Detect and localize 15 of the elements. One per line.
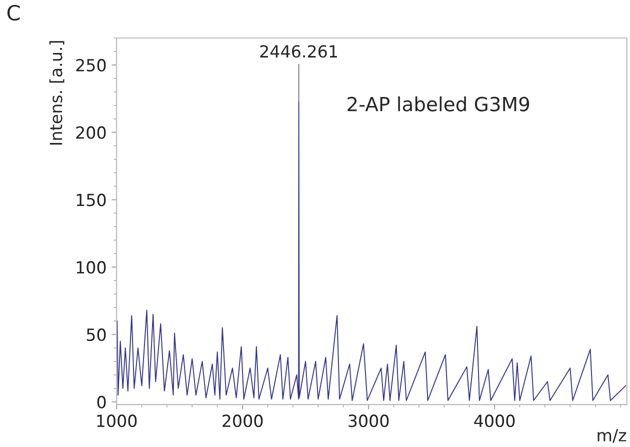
y-axis-title: Intens. [a.u.]: [49, 41, 64, 145]
annotation: 2446.261: [260, 45, 337, 58]
y-tick-label: 150: [76, 194, 106, 206]
y-tick-label: 0: [97, 396, 106, 408]
x-tick-label: 3000: [348, 414, 389, 428]
x-tick-label: 4000: [474, 414, 515, 428]
x-axis-title: m/z: [598, 429, 626, 443]
y-tick-label: 50: [86, 328, 106, 342]
x-tick-label: 1000: [97, 414, 137, 428]
chart-title: C: [7, 4, 20, 21]
annotation: 2-AP labeled G3M9: [348, 96, 530, 112]
x-tick-label: 2000: [222, 414, 263, 428]
y-tick-label: 250: [76, 58, 106, 72]
y-tick-label: 200: [76, 126, 106, 139]
y-tick-label: 100: [76, 261, 106, 274]
